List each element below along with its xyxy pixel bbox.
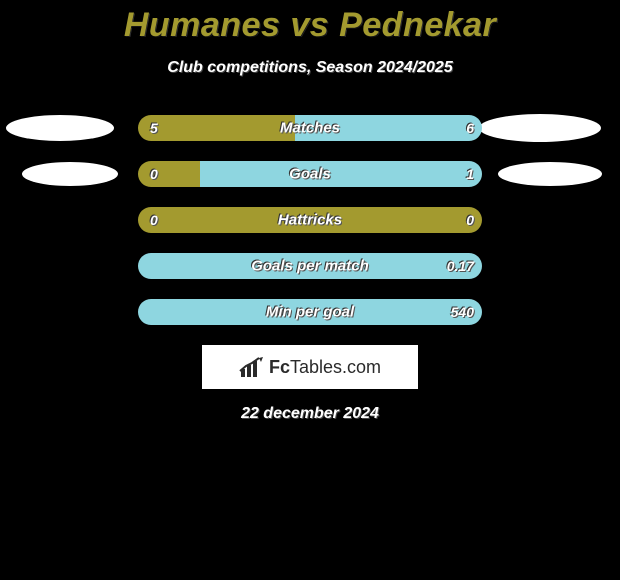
value-left: 0 [150, 212, 158, 228]
row-label: Min per goal [266, 304, 354, 321]
value-right: 0.17 [447, 258, 474, 274]
bar-left [138, 161, 200, 187]
chart-row: 5 6 Matches [0, 115, 620, 141]
bar-chart-icon [239, 357, 265, 377]
right-ellipse [498, 162, 602, 186]
value-right: 1 [466, 166, 474, 182]
bar-left [138, 115, 295, 141]
chart-row: 0.17 Goals per match [0, 253, 620, 279]
chart-row: 0 0 Hattricks [0, 207, 620, 233]
left-ellipse [6, 115, 114, 141]
value-left: 0 [150, 166, 158, 182]
fctables-logo: FcTables.com [202, 345, 418, 389]
left-ellipse [22, 162, 118, 186]
page-title: Humanes vs Pednekar [0, 0, 620, 45]
bar-right [200, 161, 482, 187]
comparison-chart: 5 6 Matches 0 1 Goals 0 0 Hattricks 0.17 Goals per… [0, 115, 620, 325]
value-left: 5 [150, 120, 158, 136]
subtitle: Club competitions, Season 2024/2025 [0, 59, 620, 77]
value-right: 540 [451, 304, 474, 320]
right-ellipse [479, 114, 601, 142]
row-label: Goals [289, 166, 331, 183]
row-label: Matches [280, 120, 340, 137]
chart-row: 0 1 Goals [0, 161, 620, 187]
value-right: 6 [466, 120, 474, 136]
row-label: Hattricks [278, 212, 342, 229]
date-line: 22 december 2024 [0, 405, 620, 423]
row-label: Goals per match [251, 258, 369, 275]
logo-text: FcTables.com [269, 357, 381, 378]
chart-row: 540 Min per goal [0, 299, 620, 325]
value-right: 0 [466, 212, 474, 228]
